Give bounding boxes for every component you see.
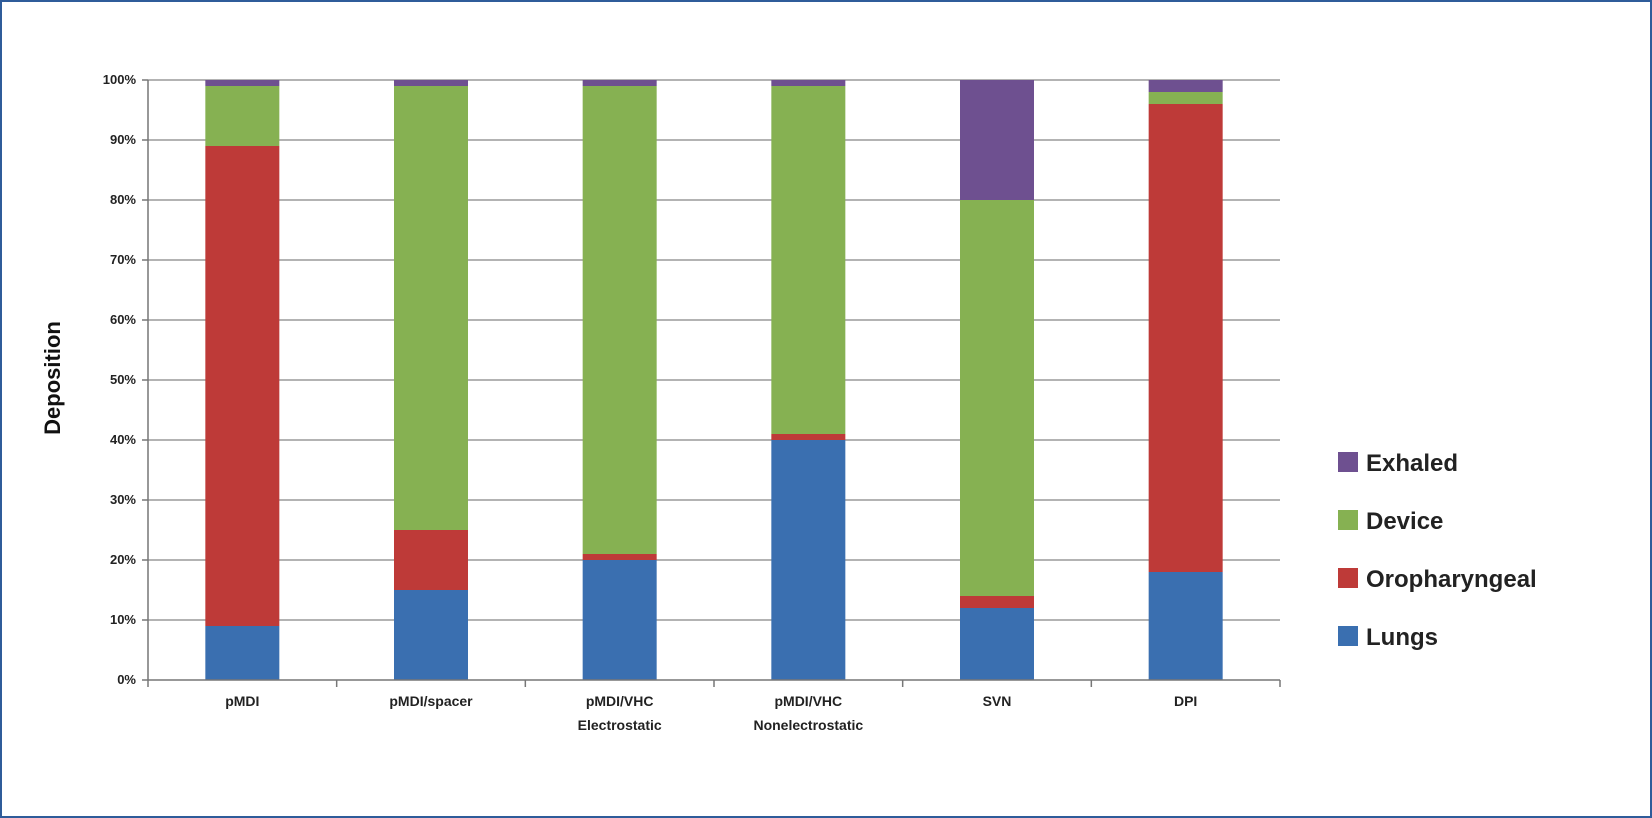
x-axis-category-labels: pMDI pMDI/spacer pMDI/VHC Electrostatic pMDI…: [225, 693, 1197, 733]
y-tick-label: 90%: [110, 132, 136, 147]
bar-segment-oropharyngeal: [582, 554, 657, 560]
y-tick-label: 20%: [110, 552, 136, 567]
y-tick-label: 70%: [110, 252, 136, 267]
bar-segment-exhaled: [582, 80, 657, 86]
bar-segment-lungs: [1148, 572, 1223, 680]
bar-segment-exhaled: [205, 80, 280, 86]
legend-swatch-exhaled: [1338, 452, 1358, 472]
bar-segment-lungs: [205, 626, 280, 680]
bar-segment-exhaled: [960, 80, 1034, 200]
y-tick-label: 40%: [110, 432, 136, 447]
y-tick-label: 60%: [110, 312, 136, 327]
bar-segment-lungs: [771, 440, 846, 680]
bar-segment-lungs: [582, 560, 657, 680]
y-tick-label: 0%: [117, 672, 136, 687]
y-tick-label: 50%: [110, 372, 136, 387]
bar-segment-device: [205, 86, 280, 146]
x-category-label: SVN: [983, 693, 1012, 709]
legend-label-oropharyngeal: Oropharyngeal: [1366, 566, 1537, 593]
legend-swatch-lungs: [1338, 626, 1358, 646]
axes: [147, 80, 1281, 687]
y-tick-label: 30%: [110, 492, 136, 507]
gridlines: [142, 79, 1280, 681]
legend-label-lungs: Lungs: [1366, 624, 1438, 651]
legend-label-exhaled: Exhaled: [1366, 450, 1458, 477]
x-category-label: pMDI/spacer: [389, 693, 473, 709]
bar-segment-oropharyngeal: [394, 530, 468, 590]
x-category-label: DPI: [1174, 693, 1197, 709]
bar-segment-exhaled: [771, 80, 846, 86]
bar-segment-lungs: [394, 590, 468, 680]
bars: [205, 80, 1223, 680]
legend-swatch-device: [1338, 510, 1358, 530]
bar-segment-exhaled: [1148, 80, 1223, 92]
y-tick-label: 80%: [110, 192, 136, 207]
bar-segment-oropharyngeal: [1148, 104, 1223, 572]
y-axis-tick-labels: 0% 10% 20% 30% 40% 50% 60% 70% 80% 90% 100%: [103, 72, 137, 687]
bar-segment-device: [582, 86, 657, 554]
bar-segment-exhaled: [394, 80, 468, 86]
bar-segment-oropharyngeal: [771, 434, 846, 440]
x-category-label: pMDI: [225, 693, 259, 709]
bar-segment-oropharyngeal: [960, 596, 1034, 608]
bar-segment-device: [771, 86, 846, 434]
legend: Exhaled Device Oropharyngeal Lungs: [1338, 450, 1537, 651]
bar-segment-device: [394, 86, 468, 530]
y-tick-label: 10%: [110, 612, 136, 627]
legend-swatch-oropharyngeal: [1338, 568, 1358, 588]
y-tick-label: 100%: [103, 72, 137, 87]
x-category-label: pMDI/VHC Nonelectrostatic: [753, 693, 863, 733]
x-category-label: pMDI/VHC Electrostatic: [578, 693, 662, 733]
legend-label-device: Device: [1366, 508, 1443, 535]
y-axis-title: Deposition: [40, 321, 65, 435]
bar-segment-oropharyngeal: [205, 146, 280, 626]
bar-segment-device: [1148, 92, 1223, 104]
bar-segment-device: [960, 200, 1034, 596]
bar-segment-lungs: [960, 608, 1034, 680]
